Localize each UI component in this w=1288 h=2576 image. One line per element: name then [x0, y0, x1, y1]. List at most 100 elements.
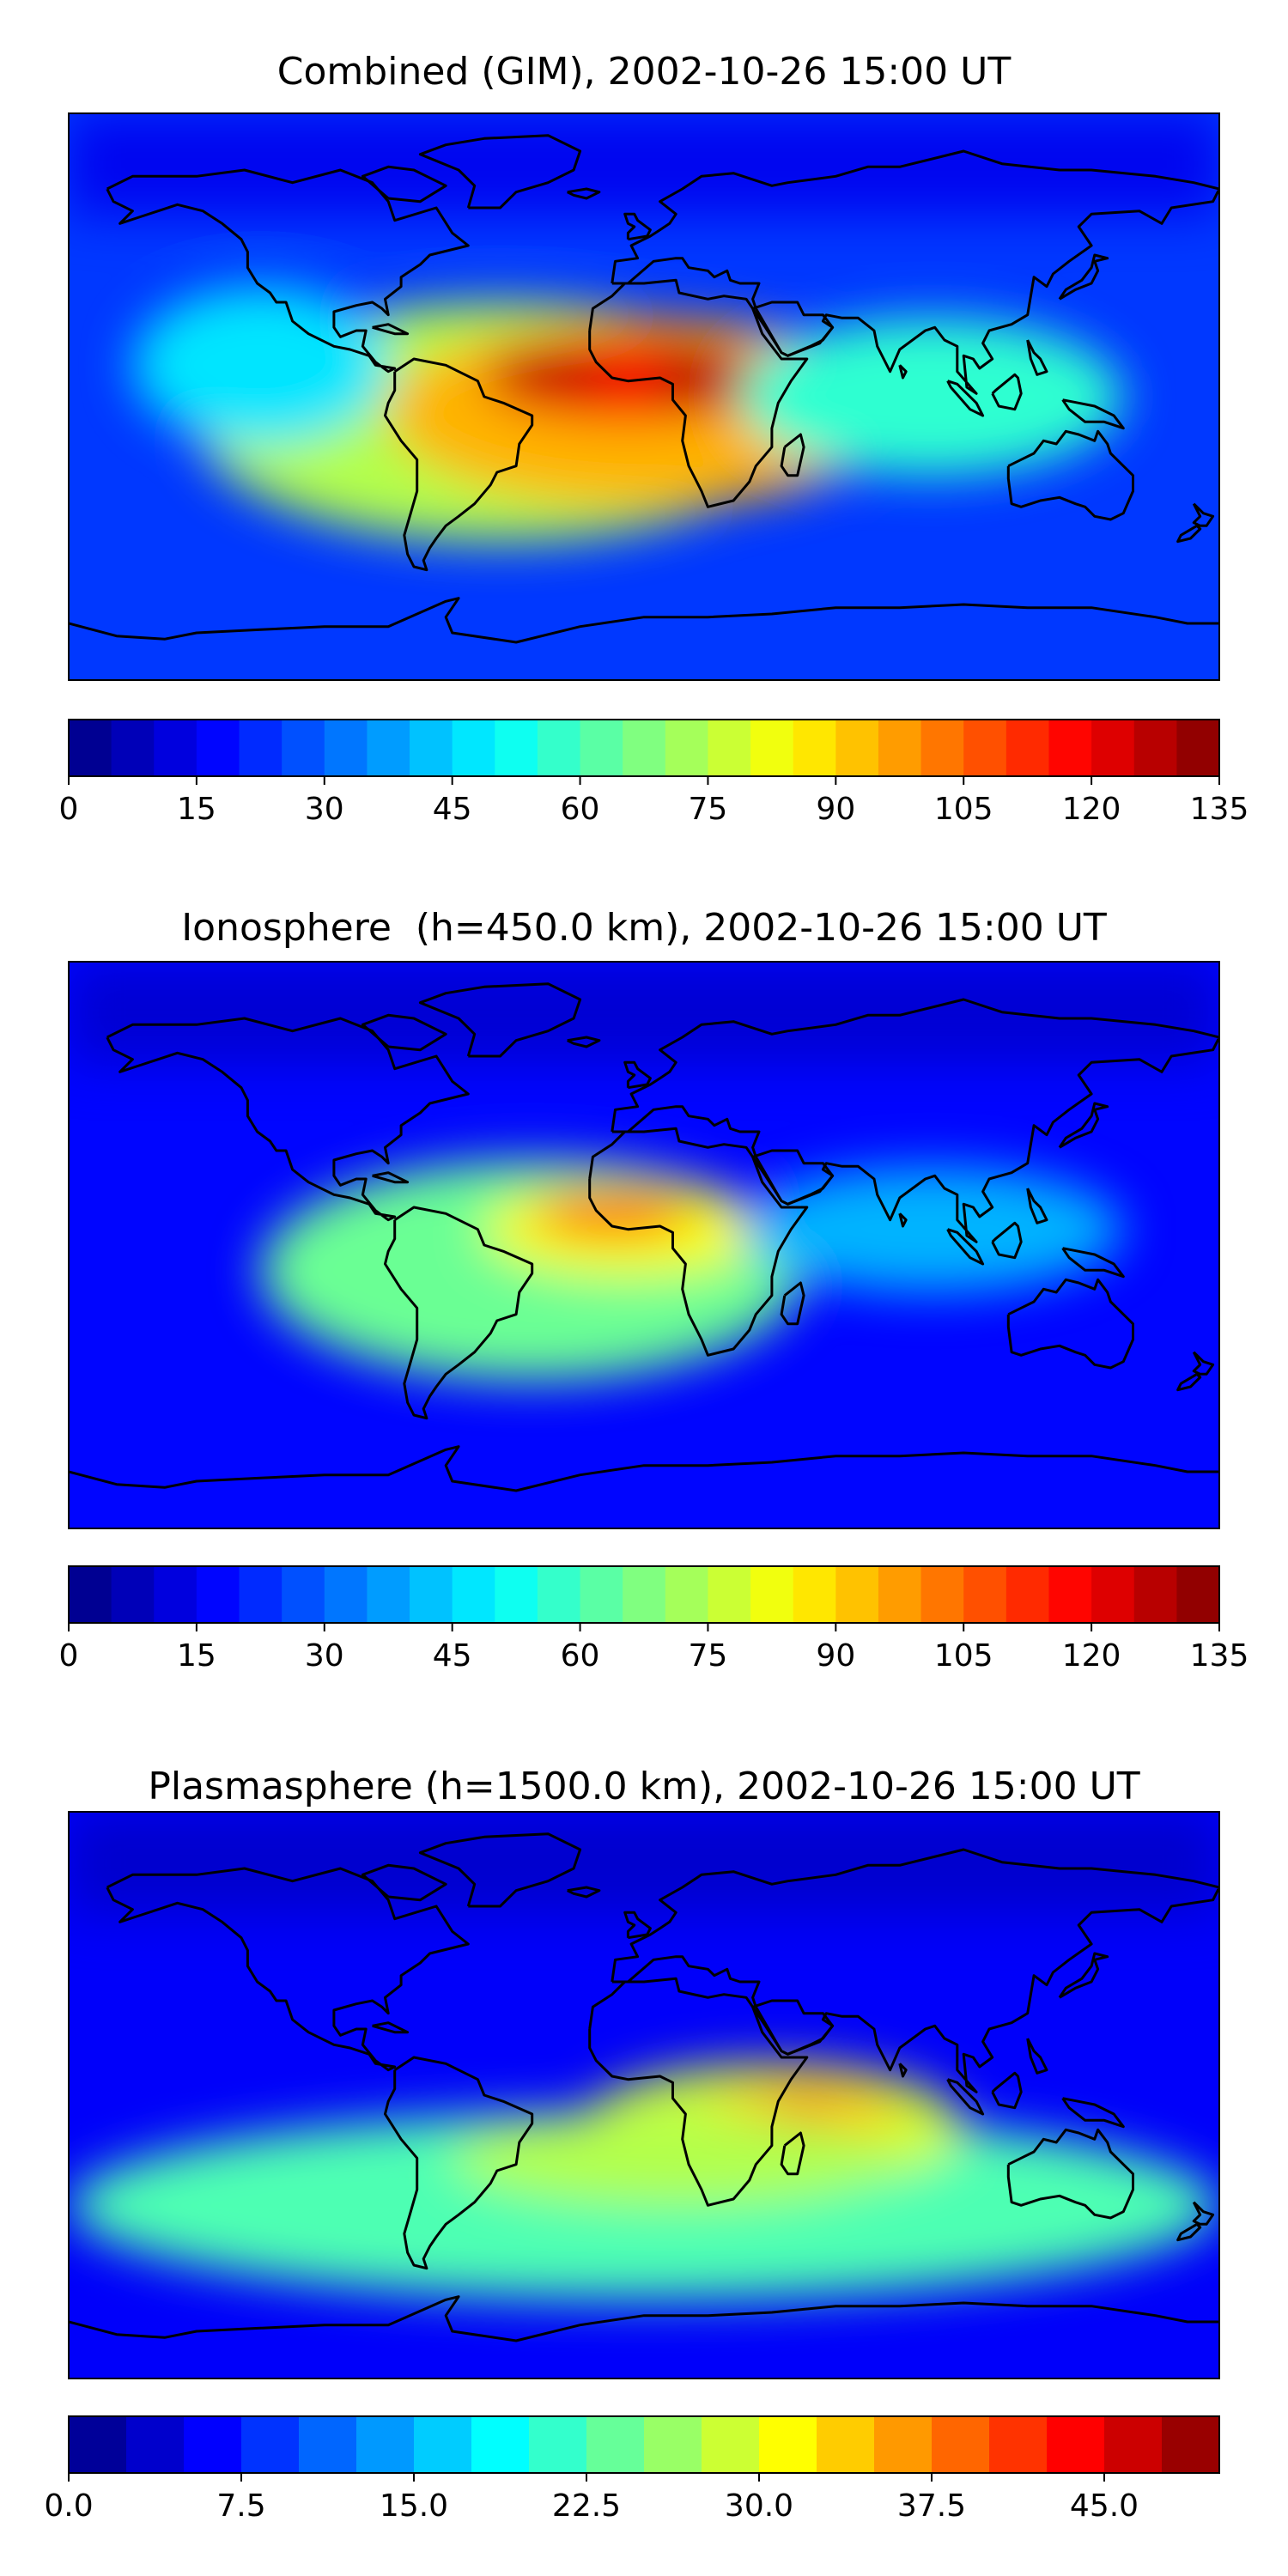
map-panel-2: [68, 1811, 1220, 2379]
coastline-southAmerica: [384, 357, 534, 572]
colorbar-swatch: [623, 720, 666, 776]
coastline-iceland: [567, 1036, 601, 1048]
coastline-iceland: [567, 1886, 601, 1899]
coastline-newGuinea: [1061, 398, 1125, 430]
colorbar-swatch: [452, 1566, 495, 1623]
colorbar-swatch: [623, 1566, 666, 1623]
coastline-sumatra: [946, 1228, 985, 1266]
tec-region-4: [650, 352, 766, 404]
coastline-australia: [1006, 2128, 1134, 2220]
colorbar-swatch: [644, 2416, 702, 2473]
colorbar-swatch: [239, 1566, 283, 1623]
colorbar-swatch: [69, 720, 112, 776]
coastline-antarctica: [69, 2295, 1219, 2342]
coastlines: [69, 982, 1219, 1492]
coastline-philippines: [1026, 1188, 1048, 1224]
colorbar-swatch: [196, 720, 240, 776]
colorbar-tick-label: 30.0: [725, 2488, 793, 2524]
coastline-newGuinea: [1061, 1247, 1125, 1279]
coastline-newGuinea: [1061, 2097, 1125, 2129]
colorbar-swatch: [878, 720, 922, 776]
colorbar-swatch: [1048, 1566, 1092, 1623]
colorbar-frame: [68, 719, 1220, 777]
coastline-nzSouth: [1176, 525, 1202, 544]
coastline-philippines: [1026, 2038, 1048, 2075]
colorbar-tick-label: 30: [305, 1638, 344, 1674]
colorbar-tick-label: 120: [1062, 792, 1121, 827]
tec-field: [69, 1812, 1219, 2379]
colorbar-tick-label: 75: [689, 792, 728, 827]
tec-region-3: [483, 346, 612, 397]
colorbar-swatch: [1005, 1566, 1050, 1623]
coastline-nzSouth: [1176, 1373, 1202, 1392]
tec-field: [69, 962, 1219, 1528]
colorbar-tick-label: 120: [1062, 1638, 1121, 1674]
colorbar-tick-label: 7.5: [216, 2488, 265, 2524]
colorbar-swatch: [665, 720, 709, 776]
coastline-japan: [1058, 253, 1109, 301]
colorbar-swatch: [537, 1566, 581, 1623]
colorbar-swatch: [708, 1566, 751, 1623]
colorbar-swatch: [299, 2416, 357, 2473]
colorbar-swatch: [495, 720, 538, 776]
colorbar-swatch: [580, 720, 623, 776]
colorbar-tick-label: 30: [305, 792, 344, 827]
colorbar-swatch: [154, 1566, 197, 1623]
coastline-britain: [623, 1060, 652, 1090]
colorbar-swatch: [708, 720, 751, 776]
coastline-borneo: [991, 2071, 1023, 2110]
colorbar-tick-label: 60: [561, 1638, 600, 1674]
coastline-australia: [1006, 429, 1134, 521]
coastline-arabia: [751, 1999, 835, 2056]
tec-region-5: [739, 318, 1124, 476]
colorbar-swatch: [196, 1566, 240, 1623]
map-frame: [68, 961, 1220, 1529]
colorbar-swatch: [920, 720, 964, 776]
colorbar-swatch: [793, 1566, 836, 1623]
colorbar-swatch: [1104, 2416, 1163, 2473]
colorbar-swatch: [963, 1566, 1007, 1623]
panel-title-combined: Combined (GIM), 2002-10-26 15:00 UT: [276, 50, 1012, 94]
coastline-philippines: [1026, 339, 1048, 376]
tec-region-6: [132, 286, 389, 444]
colorbar-swatch: [878, 1566, 922, 1623]
colorbar-swatch: [874, 2416, 933, 2473]
colorbar-swatch: [1162, 2416, 1220, 2473]
coastline-newZealand: [1192, 1351, 1215, 1376]
tec-region-3: [765, 2095, 842, 2121]
colorbar-swatch: [932, 2416, 990, 2473]
coastline-sriLanka: [898, 2063, 908, 2078]
colorbar-tick-label: 22.5: [552, 2488, 621, 2524]
coastline-baffin: [361, 1863, 447, 1902]
colorbar-frame: [68, 1565, 1220, 1624]
coastline-iceland: [567, 187, 601, 200]
coastline-greenland: [418, 134, 582, 210]
colorbar-swatch: [817, 2416, 875, 2473]
coastline-nzSouth: [1176, 2223, 1202, 2242]
colorbar-tick-label: 135: [1190, 792, 1249, 827]
colorbar-swatch: [835, 720, 879, 776]
colorbar-swatch: [1133, 720, 1177, 776]
panel-title-ionosphere: Ionosphere (h=450.0 km), 2002-10-26 15:0…: [181, 906, 1107, 950]
colorbar-tick-label: 15: [177, 792, 216, 827]
coastline-baffin: [361, 1013, 447, 1052]
colorbar-swatch: [471, 2416, 530, 2473]
colorbar-swatch: [410, 1566, 453, 1623]
coastline-australia: [1006, 1278, 1134, 1370]
colorbar-tick-label: 45: [433, 792, 472, 827]
tec-region-3: [739, 1166, 1124, 1292]
coastline-africa: [588, 278, 809, 508]
colorbar-swatch: [920, 1566, 964, 1623]
colorbar-swatch: [963, 720, 1007, 776]
colorbar-swatch: [69, 1566, 112, 1623]
coastline-baffin: [361, 165, 447, 204]
colorbar-tick-label: 15.0: [380, 2488, 448, 2524]
coastline-northAmerica: [106, 1017, 470, 1222]
colorbar-swatch: [750, 1566, 794, 1623]
map-panel-1: [68, 961, 1220, 1529]
tec-region-2: [532, 1191, 692, 1236]
coastline-sumatra: [946, 2078, 985, 2116]
colorbar-swatch: [1048, 720, 1092, 776]
colorbar-swatch: [580, 1566, 623, 1623]
